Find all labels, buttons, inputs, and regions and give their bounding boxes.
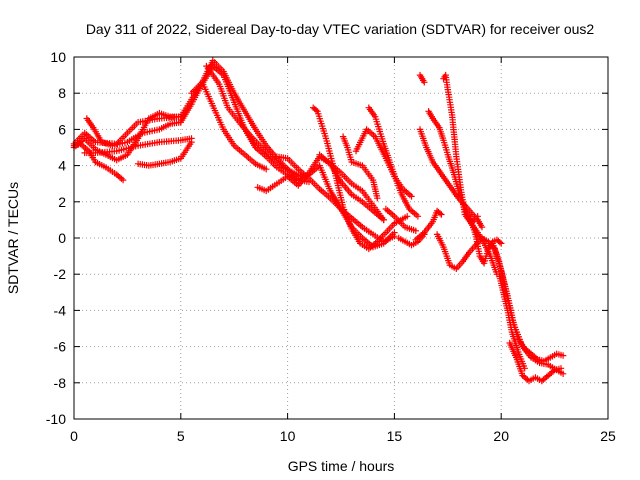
series-track-s: [416, 126, 486, 231]
series-track-e: [81, 135, 195, 157]
series-track-d: [83, 115, 184, 149]
chart-title: Day 311 of 2022, Sidereal Day-to-day VTE…: [86, 21, 595, 37]
data-points: [70, 57, 567, 385]
series-track-u: [412, 207, 445, 243]
point-markers: [177, 62, 313, 186]
y-tick-label: 8: [58, 85, 66, 101]
point-markers: [134, 138, 195, 169]
x-tick-label: 15: [387, 428, 403, 444]
y-tick-label: 6: [58, 121, 66, 137]
series-track-i: [203, 62, 308, 182]
x-tick-label: 0: [70, 428, 78, 444]
x-tick-label: 25: [600, 428, 616, 444]
series-track-p: [365, 104, 422, 220]
series-track-m: [316, 151, 387, 224]
series-track-h: [188, 79, 270, 173]
series-track-ab: [506, 339, 565, 385]
point-markers: [416, 126, 486, 231]
series-track-f: [134, 138, 195, 169]
point-markers: [365, 104, 422, 220]
point-markers: [310, 104, 411, 253]
point-markers: [83, 115, 184, 149]
y-tick-label: 10: [50, 49, 66, 65]
point-markers: [203, 62, 308, 182]
y-tick-label: -8: [54, 375, 67, 391]
axis-ticks: 0 5 10 15 20 25 -10 -8 -6 -4 -2 0 2 4 6 8 10: [46, 49, 616, 444]
y-tick-label: -4: [54, 302, 67, 318]
y-tick-label: 2: [58, 194, 66, 210]
x-tick-label: 5: [177, 428, 185, 444]
series-track-n: [339, 133, 381, 202]
series-track-q: [382, 205, 419, 234]
x-tick-label: 10: [280, 428, 296, 444]
grid-lines: [74, 57, 608, 419]
y-axis-label: SDTVAR / TECUs: [5, 182, 21, 294]
y-tick-label: -6: [54, 339, 67, 355]
point-markers: [416, 71, 428, 86]
series-track-x: [416, 71, 428, 86]
x-tick-label: 20: [493, 428, 509, 444]
point-markers: [412, 207, 445, 243]
series-track-l: [310, 104, 411, 253]
y-tick-label: 4: [58, 158, 66, 174]
point-markers: [188, 79, 270, 173]
point-markers: [339, 133, 381, 202]
point-markers: [382, 205, 419, 234]
series-track-g: [177, 62, 313, 186]
point-markers: [506, 339, 565, 385]
point-markers: [495, 271, 528, 372]
y-tick-label: 0: [58, 230, 66, 246]
y-tick-label: -2: [54, 266, 67, 282]
point-markers: [81, 135, 195, 157]
y-tick-label: -10: [46, 411, 66, 427]
x-axis-label: GPS time / hours: [288, 458, 395, 474]
point-markers: [316, 151, 387, 224]
series-track-ac: [495, 271, 528, 372]
